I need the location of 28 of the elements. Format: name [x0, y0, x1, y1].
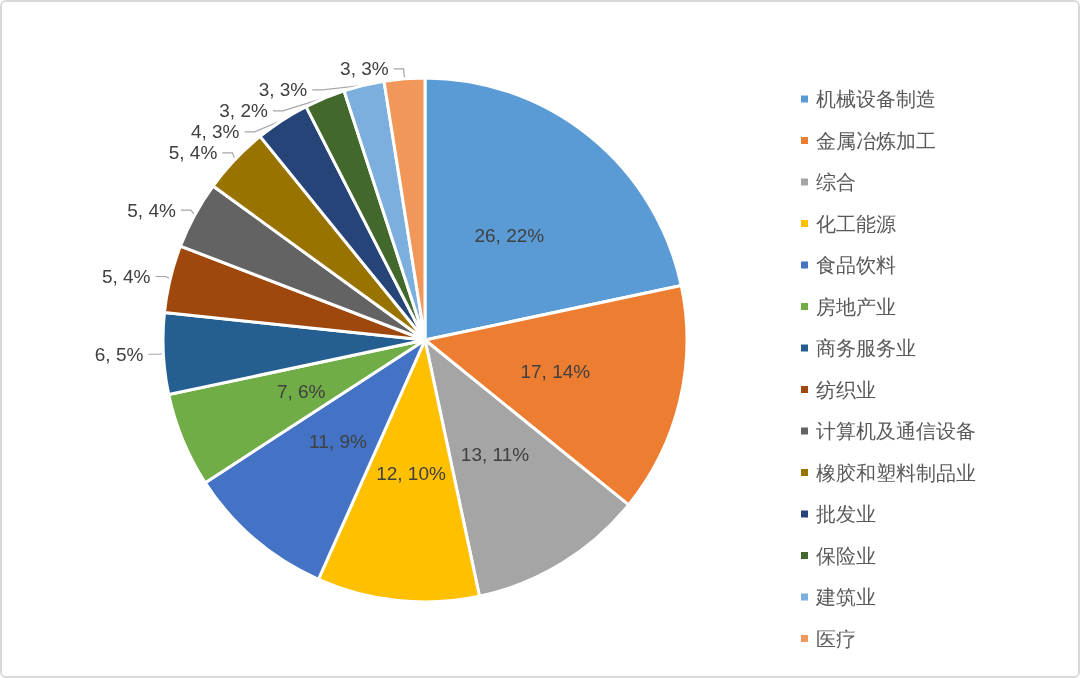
data-label: 7, 6% — [276, 380, 326, 402]
legend-label: 保险业 — [816, 544, 876, 567]
legend-label: 批发业 — [816, 503, 876, 525]
data-label: 13, 11% — [460, 443, 530, 465]
legend-label: 建筑业 — [815, 586, 876, 608]
legend-label: 橡胶和塑料制品业 — [816, 461, 976, 484]
data-label: 3, 3% — [258, 79, 308, 101]
data-label: 4, 3% — [190, 121, 240, 143]
data-label: 5, 4% — [127, 199, 176, 221]
legend-label: 化工能源 — [816, 212, 896, 235]
data-label: 17, 14% — [520, 360, 591, 382]
data-label: 5, 4% — [168, 142, 218, 164]
data-label: 3, 2% — [219, 100, 268, 122]
data-label: 11, 9% — [309, 431, 367, 453]
data-label: 26, 22% — [474, 225, 545, 247]
legend-label: 综合 — [816, 171, 856, 193]
data-label: 3, 3% — [340, 58, 389, 80]
legend-label: 机械设备制造 — [816, 88, 936, 110]
data-label: 12, 10% — [376, 462, 446, 484]
data-label: 5, 4% — [101, 266, 151, 287]
data-label: 6, 5% — [94, 343, 144, 365]
legend-label: 房地产业 — [816, 295, 896, 318]
legend-label: 计算机及通信设备 — [816, 420, 976, 442]
legend-label: 医疗 — [816, 627, 856, 650]
legend-label: 纺织业 — [816, 378, 876, 401]
legend-label: 金属冶炼加工 — [816, 129, 936, 152]
legend-label: 商务服务业 — [816, 337, 916, 359]
legend-label: 食品饮料 — [816, 254, 896, 276]
